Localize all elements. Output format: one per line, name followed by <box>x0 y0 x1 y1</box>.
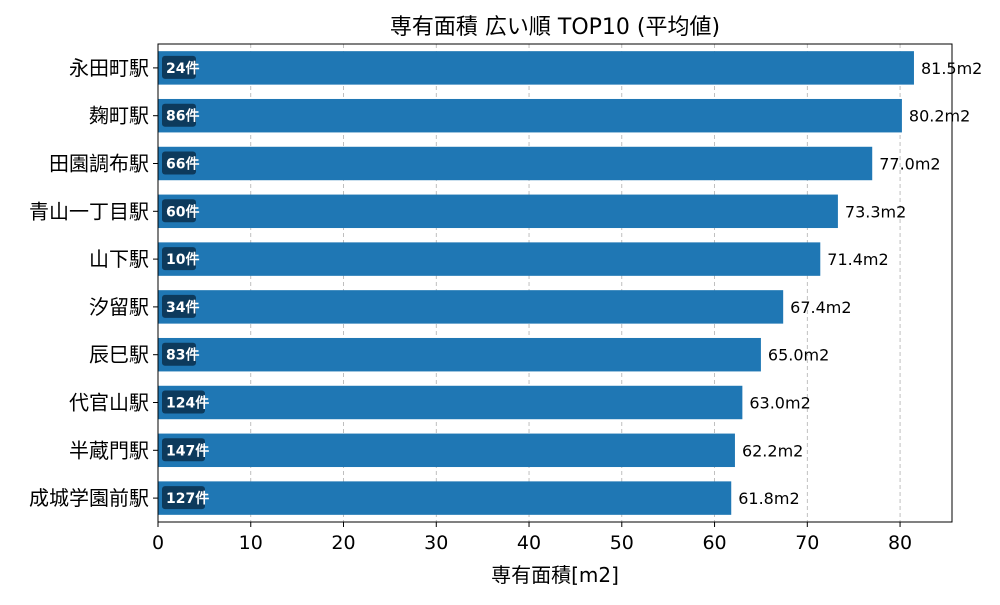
count-label: 34件 <box>166 299 199 316</box>
x-tick-label: 40 <box>517 532 541 554</box>
y-tick-label: 山下駅 <box>89 247 149 271</box>
count-label: 127件 <box>166 490 209 507</box>
count-label: 86件 <box>166 108 199 125</box>
value-label: 77.0m2 <box>879 155 940 174</box>
x-tick-label: 60 <box>702 532 726 554</box>
y-tick-label: 辰巳駅 <box>89 343 149 367</box>
value-label: 67.4m2 <box>790 298 851 317</box>
bar <box>158 481 732 515</box>
count-badge <box>162 55 196 79</box>
count-badge <box>162 151 196 175</box>
y-axis-ticks: 永田町駅麹町駅田園調布駅青山一丁目駅山下駅汐留駅辰巳駅代官山駅半蔵門駅成城学園前… <box>29 56 158 510</box>
count-badge <box>162 294 196 318</box>
x-tick-label: 10 <box>239 532 263 554</box>
bar <box>158 290 784 324</box>
x-axis-ticks: 0 10 20 30 40 50 60 70 80 <box>152 522 912 554</box>
count-badge <box>162 438 205 462</box>
count-label: 124件 <box>166 395 209 412</box>
bar <box>158 242 821 276</box>
count-label: 83件 <box>166 347 199 364</box>
x-tick-label: 70 <box>795 532 819 554</box>
count-label: 10件 <box>166 251 199 268</box>
count-badge <box>162 103 196 127</box>
count-label: 147件 <box>166 442 209 459</box>
y-tick-label: 代官山駅 <box>69 391 149 415</box>
y-tick-label: 汐留駅 <box>89 295 149 319</box>
bar <box>158 337 761 372</box>
y-tick-label: 青山一丁目駅 <box>29 199 149 223</box>
value-label: 80.2m2 <box>909 107 970 126</box>
count-badge <box>162 247 196 271</box>
x-axis-label: 専有面積[m2] <box>491 563 619 587</box>
bar <box>158 433 735 468</box>
count-label: 66件 <box>166 156 199 173</box>
x-tick-label: 80 <box>888 532 912 554</box>
chart-title: 専有面積 広い順 TOP10 (平均値) <box>390 15 720 40</box>
value-label: 65.0m2 <box>768 346 829 365</box>
value-label: 73.3m2 <box>845 202 906 221</box>
count-label: 60件 <box>166 203 199 220</box>
bar <box>158 385 743 420</box>
y-tick-label: 永田町駅 <box>69 56 149 80</box>
plot-area-frame <box>157 43 953 523</box>
y-tick-label: 成城学園前駅 <box>29 486 149 510</box>
y-tick-label: 田園調布駅 <box>49 152 149 176</box>
bar <box>158 194 838 229</box>
value-label: 62.2m2 <box>742 441 803 460</box>
count-badge <box>162 486 205 510</box>
bar <box>158 146 873 181</box>
y-tick-label: 麹町駅 <box>89 104 149 128</box>
count-badge <box>162 342 196 366</box>
x-tick-label: 30 <box>424 532 448 554</box>
x-tick-label: 0 <box>152 532 164 554</box>
value-label: 63.0m2 <box>749 394 810 413</box>
count-badge <box>162 199 196 223</box>
value-label: 61.8m2 <box>738 489 799 508</box>
count-badge <box>162 390 205 414</box>
bar <box>158 51 914 85</box>
y-tick-label: 半蔵門駅 <box>69 438 149 462</box>
count-label: 24件 <box>166 60 199 77</box>
x-tick-label: 20 <box>331 532 355 554</box>
x-tick-label: 50 <box>610 532 634 554</box>
bar <box>158 98 902 133</box>
value-label: 71.4m2 <box>827 250 888 269</box>
